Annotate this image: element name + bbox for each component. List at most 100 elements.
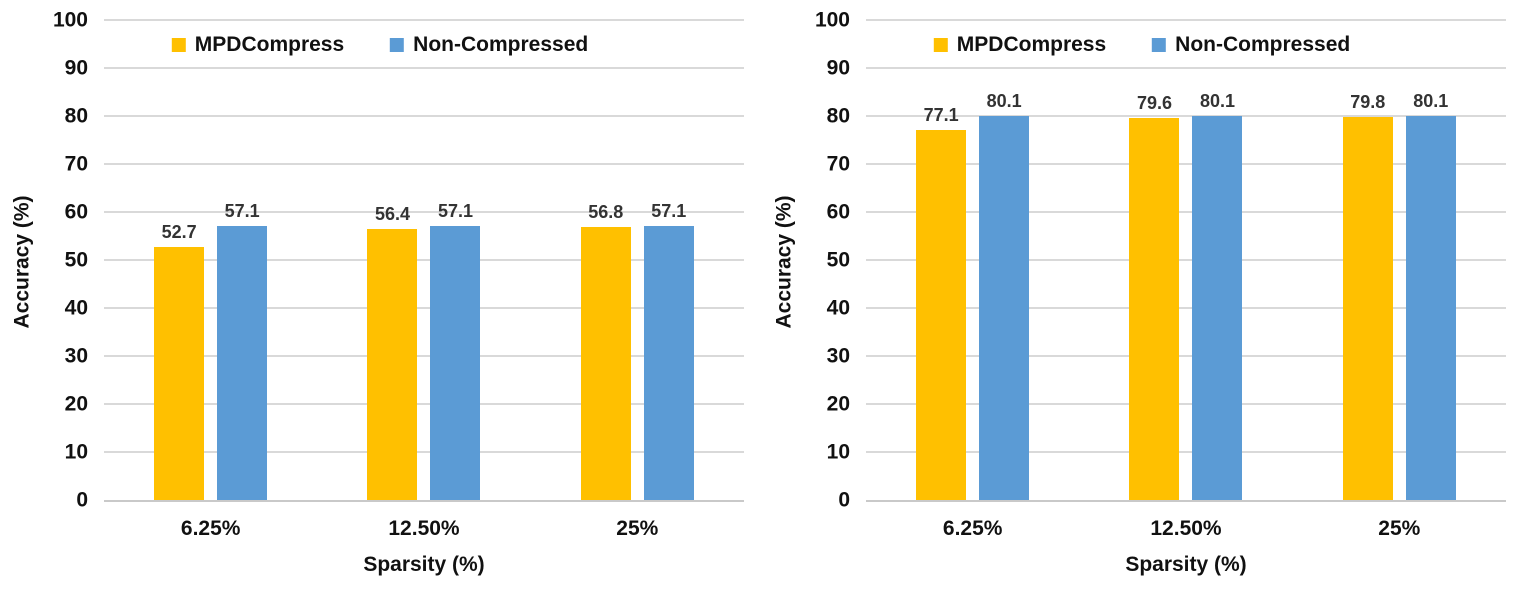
bar-non-compressed: 57.1 xyxy=(217,202,268,500)
y-tick-label: 40 xyxy=(64,296,88,320)
data-label: 80.1 xyxy=(986,90,1022,111)
gridline xyxy=(104,115,744,117)
gridline xyxy=(866,451,1506,453)
bar-mpdcompress: 79.6 xyxy=(1129,94,1180,500)
gridline xyxy=(866,403,1506,405)
legend-item-non-compressed: Non-Compressed xyxy=(1152,34,1350,55)
gridline xyxy=(104,403,744,405)
data-label: 79.6 xyxy=(1136,92,1173,113)
y-tick-label: 40 xyxy=(826,296,850,320)
y-tick-label: 30 xyxy=(64,344,88,368)
gridline xyxy=(104,211,744,213)
y-axis-title: Accuracy (%) xyxy=(772,195,796,329)
gridline xyxy=(104,259,744,261)
gridline xyxy=(866,163,1506,165)
x-tick-label: 12.50% xyxy=(388,517,460,540)
data-label: 77.1 xyxy=(923,104,959,125)
bar-chart-right: Accuracy (%) 0 10 20 30 40 50 60 70 80 90 100 77.1 80… xyxy=(762,0,1524,593)
x-axis-title: Sparsity (%) xyxy=(1125,553,1247,576)
x-tick-label: 6.25% xyxy=(942,517,1003,540)
y-tick-label: 100 xyxy=(814,8,850,32)
data-label: 57.1 xyxy=(224,200,260,221)
category-slot: 56.8 57.1 25% xyxy=(531,20,744,539)
plot-area: 0 10 20 30 40 50 60 70 80 90 100 77.1 80.1 6.25% 79.6 8… xyxy=(815,10,1506,539)
legend-swatch-non-compressed-icon xyxy=(390,37,405,52)
gridline xyxy=(866,211,1506,213)
x-tick-label: 25% xyxy=(1378,517,1421,540)
bar-non-compressed: 57.1 xyxy=(430,202,481,500)
gridline xyxy=(866,19,1506,21)
legend-item-mpdcompress: MPDCompress xyxy=(933,33,1107,56)
gridline xyxy=(104,19,744,21)
bar-mpdcompress: 56.4 xyxy=(367,205,418,500)
gridline xyxy=(866,307,1506,309)
category-slot: 52.7 57.1 6.25% xyxy=(104,20,317,539)
gridline xyxy=(104,355,744,357)
data-label: 56.4 xyxy=(374,204,411,225)
gridline xyxy=(866,355,1506,357)
bar-chart-left: Accuracy (%) 0 10 20 30 40 50 60 70 80 90 100 52.7 57… xyxy=(0,0,762,593)
y-tick-label: 0 xyxy=(76,488,88,512)
y-tick-label: 70 xyxy=(64,152,88,176)
legend-label: MPDCompress xyxy=(194,33,345,56)
x-axis-title: Sparsity (%) xyxy=(363,553,485,576)
plot-area: 0 10 20 30 40 50 60 70 80 90 100 52.7 57.1 6.25% 56.4 5… xyxy=(53,10,744,539)
y-tick-label: 80 xyxy=(826,104,850,128)
y-tick-label: 0 xyxy=(838,488,850,512)
y-tick-label: 30 xyxy=(826,344,850,368)
data-label: 80.1 xyxy=(1413,90,1449,111)
bar-mpdcompress: 52.7 xyxy=(154,223,205,500)
legend: MPDCompress Non-Compressed xyxy=(171,33,588,56)
bar-mpdcompress: 79.8 xyxy=(1342,93,1393,500)
x-tick-label: 25% xyxy=(616,517,659,540)
legend-label: MPDCompress xyxy=(956,33,1107,56)
legend-item-non-compressed: Non-Compressed xyxy=(390,34,588,55)
y-tick-label: 70 xyxy=(826,152,850,176)
bar-non-compressed: 80.1 xyxy=(1405,92,1456,500)
data-label: 80.1 xyxy=(1199,90,1236,111)
bar-non-compressed: 80.1 xyxy=(1192,92,1243,500)
y-tick-label: 10 xyxy=(64,440,88,464)
legend-swatch-non-compressed-icon xyxy=(1152,37,1167,52)
data-label: 56.8 xyxy=(588,202,624,223)
y-tick-label: 100 xyxy=(52,8,88,32)
gridline xyxy=(104,67,744,69)
bar-mpdcompress: 77.1 xyxy=(916,106,967,500)
x-tick-label: 6.25% xyxy=(180,517,241,540)
y-tick-label: 60 xyxy=(64,200,88,224)
bar-mpdcompress: 56.8 xyxy=(580,203,631,500)
legend-swatch-mpdcompress-icon xyxy=(171,37,186,52)
y-tick-label: 60 xyxy=(826,200,850,224)
gridline xyxy=(104,451,744,453)
bar-non-compressed: 80.1 xyxy=(979,92,1030,500)
y-tick-label: 80 xyxy=(64,104,88,128)
gridline xyxy=(866,67,1506,69)
y-tick-label: 50 xyxy=(64,248,88,272)
legend-label: Non-Compressed xyxy=(1175,33,1351,56)
gridline xyxy=(866,259,1506,261)
category-slot: 77.1 80.1 6.25% xyxy=(866,20,1079,539)
y-tick-label: 90 xyxy=(64,56,88,80)
gridline xyxy=(866,115,1506,117)
y-tick-label: 90 xyxy=(826,56,850,80)
data-label: 57.1 xyxy=(651,200,687,221)
x-tick-label: 12.50% xyxy=(1150,517,1222,540)
y-axis-title: Accuracy (%) xyxy=(10,195,34,329)
y-tick-label: 50 xyxy=(826,248,850,272)
y-tick-label: 10 xyxy=(826,440,850,464)
y-tick-label: 20 xyxy=(64,392,88,416)
category-slot: 79.8 80.1 25% xyxy=(1293,20,1506,539)
gridline xyxy=(104,163,744,165)
data-label: 57.1 xyxy=(437,200,474,221)
category-slot: 79.6 80.1 12.50% xyxy=(1079,20,1292,539)
data-label: 79.8 xyxy=(1350,91,1386,112)
y-tick-label: 20 xyxy=(826,392,850,416)
bar-non-compressed: 57.1 xyxy=(643,202,694,500)
data-label: 52.7 xyxy=(161,222,197,243)
legend-swatch-mpdcompress-icon xyxy=(933,37,948,52)
gridline xyxy=(104,307,744,309)
legend: MPDCompress Non-Compressed xyxy=(933,33,1350,56)
legend-item-mpdcompress: MPDCompress xyxy=(171,33,345,56)
legend-label: Non-Compressed xyxy=(413,33,589,56)
